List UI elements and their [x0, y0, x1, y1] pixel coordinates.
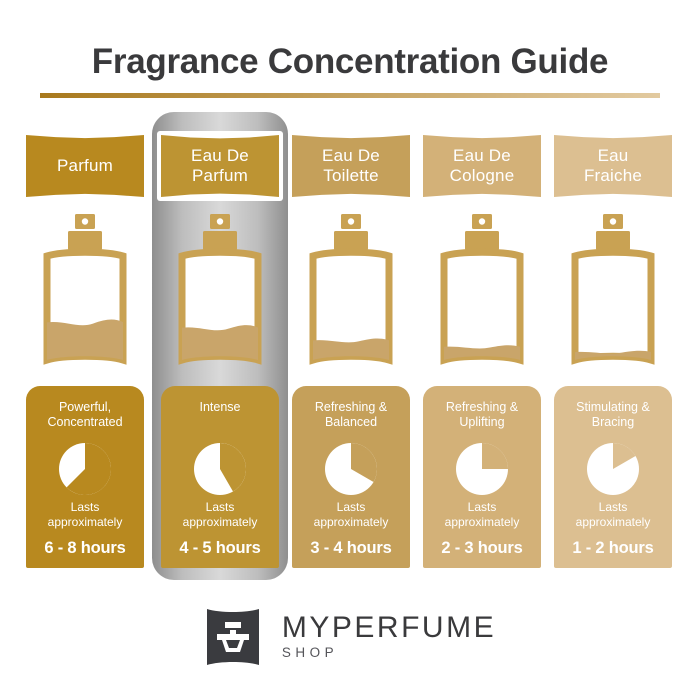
- header-label-2a: Eau De: [322, 146, 380, 165]
- lasts-2: Lasts approximately: [292, 500, 410, 530]
- header-label-3b: Cologne: [449, 166, 515, 185]
- lasts-line1-4: Lasts: [598, 500, 628, 514]
- bottle-3: 2-4% CONCENTRATION: [423, 212, 541, 510]
- descriptor-line2-0: Concentrated: [47, 415, 123, 429]
- header-label-2b: Toilette: [323, 166, 379, 185]
- hours-2: 3 - 4 hours: [310, 539, 392, 557]
- card-parfum[interactable]: Powerful, Concentrated Lasts approximate…: [26, 386, 144, 568]
- card-eau-de-parfum[interactable]: Intense Lasts approximately 4 - 5 hours: [161, 386, 279, 568]
- bottle-icon-0: [43, 214, 127, 365]
- header-label-4a: Eau: [597, 146, 629, 165]
- longevity-pie-icon-1: [194, 443, 246, 495]
- liquid-fill-2: [313, 338, 389, 360]
- lasts-line2-1: approximately: [182, 515, 258, 529]
- header-label-1a: Eau De: [191, 146, 249, 165]
- card-eau-fraiche[interactable]: Stimulating & Bracing Lasts approximatel…: [554, 386, 672, 568]
- logo-name: MYPERFUME: [281, 611, 497, 644]
- lasts-line2-2: approximately: [313, 515, 389, 529]
- perfume-bottle-shield-icon: [206, 609, 259, 665]
- pie-wedge-2: [351, 443, 377, 482]
- hours-3: 2 - 3 hours: [441, 539, 523, 557]
- descriptor-2: Refreshing & Balanced: [292, 400, 410, 430]
- lasts-1: Lasts approximately: [161, 500, 279, 530]
- lasts-line1-2: Lasts: [336, 500, 366, 514]
- lasts-line2-0: approximately: [47, 515, 123, 529]
- logo-sub: SHOP: [281, 645, 339, 660]
- header-plaque-2[interactable]: Eau De Toilette: [292, 135, 410, 197]
- longevity-pie-icon-4: [587, 443, 639, 495]
- descriptor-line2-4: Bracing: [591, 415, 635, 429]
- descriptor-line1-1: Intense: [199, 400, 241, 414]
- longevity-pie-icon-3: [456, 443, 508, 495]
- bottle-icon-1: [178, 214, 262, 365]
- descriptor-line1-3: Refreshing &: [445, 400, 519, 414]
- descriptor-line1-4: Stimulating &: [576, 400, 650, 414]
- pie-wedge-4: [613, 443, 636, 469]
- logo-wordmark: MYPERFUME SHOP: [282, 612, 496, 662]
- header-plaque-4[interactable]: Eau Fraiche: [554, 135, 672, 197]
- title-block: Fragrance Concentration Guide: [0, 40, 700, 98]
- pie-wedge-3: [482, 443, 508, 469]
- brand-logo[interactable]: MYPERFUME SHOP: [0, 606, 700, 668]
- header-plaque-0[interactable]: Parfum: [26, 135, 144, 197]
- descriptor-0: Powerful, Concentrated: [26, 400, 144, 430]
- header-plaque-3[interactable]: Eau De Cologne: [423, 135, 541, 197]
- card-eau-de-toilette[interactable]: Refreshing & Balanced Lasts approximatel…: [292, 386, 410, 568]
- header-plaque-1[interactable]: Eau De Parfum: [157, 131, 283, 201]
- longevity-pie-icon-0: [59, 443, 111, 495]
- lasts-0: Lasts approximately: [26, 500, 144, 530]
- header-label-0: Parfum: [57, 156, 113, 175]
- lasts-3: Lasts approximately: [423, 500, 541, 530]
- bottle-4: 1-3% CONCENTRATION: [554, 212, 672, 510]
- hours-1: 4 - 5 hours: [179, 539, 261, 557]
- lasts-line1-3: Lasts: [467, 500, 497, 514]
- hours-0: 6 - 8 hours: [44, 539, 126, 557]
- card-eau-de-cologne[interactable]: Refreshing & Uplifting Lasts approximate…: [423, 386, 541, 568]
- lasts-4: Lasts approximately: [554, 500, 672, 530]
- bottle-1: 15-20% CONCENTRATION: [161, 212, 279, 510]
- lasts-line1-0: Lasts: [70, 500, 100, 514]
- pie-wedge-0: [66, 443, 111, 495]
- descriptor-1: Intense: [161, 400, 279, 430]
- descriptor-3: Refreshing & Uplifting: [423, 400, 541, 430]
- descriptor-line2-2: Balanced: [324, 415, 378, 429]
- descriptor-line1-0: Powerful,: [58, 400, 112, 414]
- header-plaque-inner-1: Eau De Parfum: [161, 135, 279, 197]
- bottle-icon-4: [571, 214, 655, 365]
- pie-wedge-1: [220, 443, 246, 492]
- liquid-fill-0: [47, 319, 123, 360]
- bottle-0: 20-30% CONCENTRATION: [26, 212, 144, 510]
- header-label-1b: Parfum: [192, 166, 248, 185]
- page-title: Fragrance Concentration Guide: [91, 42, 609, 81]
- bottle-icon-3: [440, 214, 524, 365]
- descriptor-line2-3: Uplifting: [459, 415, 505, 429]
- title-accent-rule: [40, 93, 660, 98]
- lasts-line1-1: Lasts: [205, 500, 235, 514]
- header-label-4b: Fraiche: [583, 166, 643, 185]
- header-label-3a: Eau De: [453, 146, 511, 165]
- bottle-icon-2: [309, 214, 393, 365]
- hours-4: 1 - 2 hours: [572, 539, 654, 557]
- descriptor-4: Stimulating & Bracing: [554, 400, 672, 430]
- longevity-pie-icon-2: [325, 443, 377, 495]
- lasts-line2-4: approximately: [575, 515, 651, 529]
- bottle-2: 5-15% CONCENTRATION: [292, 212, 410, 510]
- descriptor-line1-2: Refreshing &: [314, 400, 388, 414]
- lasts-line2-3: approximately: [444, 515, 520, 529]
